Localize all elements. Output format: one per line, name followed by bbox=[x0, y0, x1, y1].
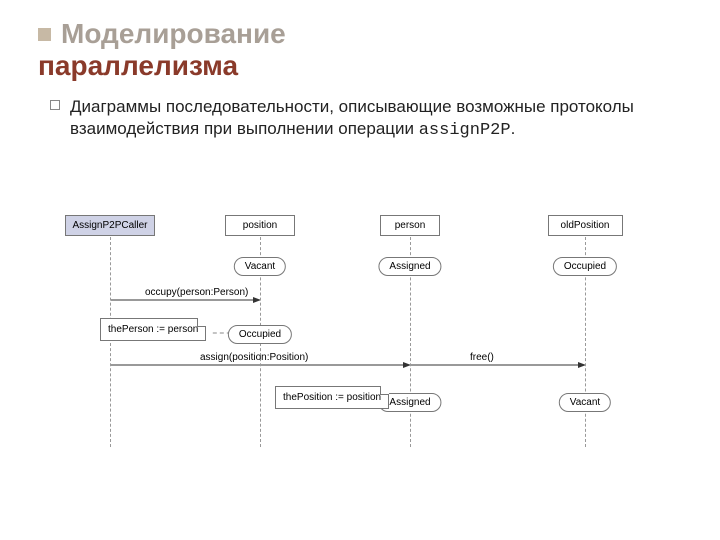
message-label-1: assign(position:Position) bbox=[200, 352, 308, 363]
message-label-0: occupy(person:Person) bbox=[145, 287, 248, 298]
message-label-2: free() bbox=[470, 352, 494, 363]
sequence-diagram: AssignP2PCaller position person oldPosition… bbox=[60, 215, 680, 465]
body-post: . bbox=[511, 119, 516, 138]
slide-title: Моделирование параллелизма bbox=[0, 0, 720, 82]
state-position-3: Occupied bbox=[228, 325, 292, 344]
body-code: assignP2P bbox=[419, 121, 511, 140]
note-0: thePerson := person bbox=[100, 318, 206, 341]
title-square-icon bbox=[38, 28, 51, 41]
lifeline-head-person: person bbox=[380, 215, 440, 236]
lifeline-caller bbox=[110, 237, 111, 447]
body-paragraph: Диаграммы последовательности, описывающи… bbox=[0, 82, 720, 141]
lifeline-head-position: position bbox=[225, 215, 295, 236]
body-pre: Диаграммы последовательности, описывающи… bbox=[70, 97, 634, 137]
title-text-1: Моделирование bbox=[61, 18, 286, 49]
state-oldpos-5: Vacant bbox=[559, 393, 611, 412]
title-line-2: параллелизма bbox=[38, 50, 720, 82]
state-person-1: Assigned bbox=[378, 257, 441, 276]
title-text-2: параллелизма bbox=[38, 50, 238, 81]
state-oldpos-2: Occupied bbox=[553, 257, 617, 276]
note-1: thePosition := position bbox=[275, 386, 389, 409]
state-position-0: Vacant bbox=[234, 257, 286, 276]
title-line-1: Моделирование bbox=[38, 18, 720, 50]
lifeline-head-oldpos: oldPosition bbox=[548, 215, 623, 236]
lifeline-head-caller: AssignP2PCaller bbox=[65, 215, 155, 236]
bullet-icon bbox=[50, 100, 60, 110]
